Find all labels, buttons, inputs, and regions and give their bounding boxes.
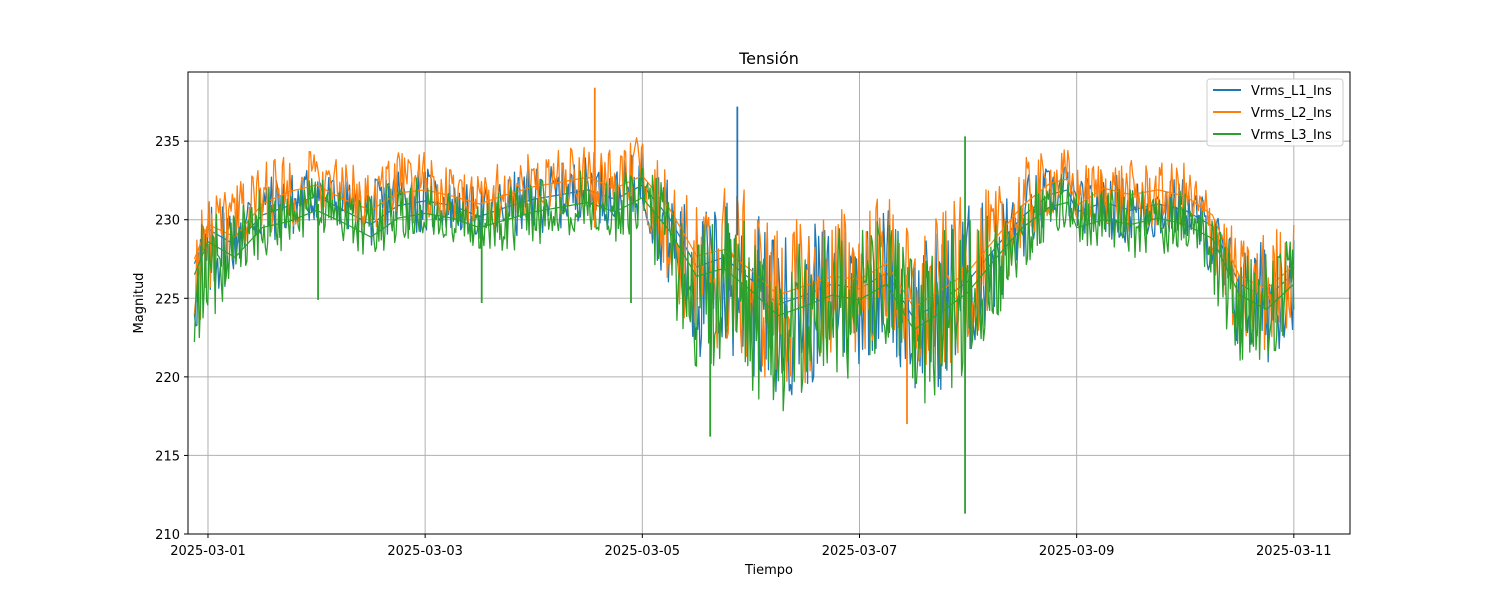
y-tick-label: 210 <box>155 528 180 543</box>
y-tick-label: 225 <box>155 292 180 307</box>
series-trace <box>193 167 1295 412</box>
y-tick-label: 235 <box>155 135 180 150</box>
y-tick-label: 230 <box>155 214 180 229</box>
legend-label: Vrms_L2_Ins <box>1251 106 1332 121</box>
legend-box <box>1206 78 1344 147</box>
series-Vrms_L3_Ins <box>193 167 1295 412</box>
tick-labels: 2025-03-01 2025-03-03 2025-03-05 2025-03-07… <box>155 135 1331 559</box>
y-tick-label: 215 <box>155 449 180 464</box>
x-tick-label: 2025-03-07 <box>822 544 898 559</box>
legend: Vrms_L1_Ins Vrms_L2_Ins Vrms_L3_Ins <box>1206 78 1344 147</box>
plot-frame <box>187 71 1351 535</box>
series-trace <box>193 137 1295 384</box>
y-tick-label: 220 <box>155 371 180 386</box>
legend-label: Vrms_L1_Ins <box>1251 84 1332 99</box>
x-tick-label: 2025-03-03 <box>387 544 463 559</box>
legend-items: Vrms_L1_Ins Vrms_L2_Ins Vrms_L3_Ins <box>1213 84 1332 143</box>
y-axis-label: Magnitud <box>132 273 147 334</box>
x-tick-label: 2025-03-09 <box>1039 544 1115 559</box>
legend-label: Vrms_L3_Ins <box>1251 128 1332 143</box>
x-tick-label: 2025-03-11 <box>1256 544 1332 559</box>
x-tick-label: 2025-03-01 <box>170 544 246 559</box>
chart-title: Tensión <box>738 49 799 68</box>
x-axis-label: Tiempo <box>744 563 793 578</box>
x-tick-label: 2025-03-05 <box>605 544 681 559</box>
series-group <box>193 87 1295 514</box>
axes <box>184 71 1351 538</box>
